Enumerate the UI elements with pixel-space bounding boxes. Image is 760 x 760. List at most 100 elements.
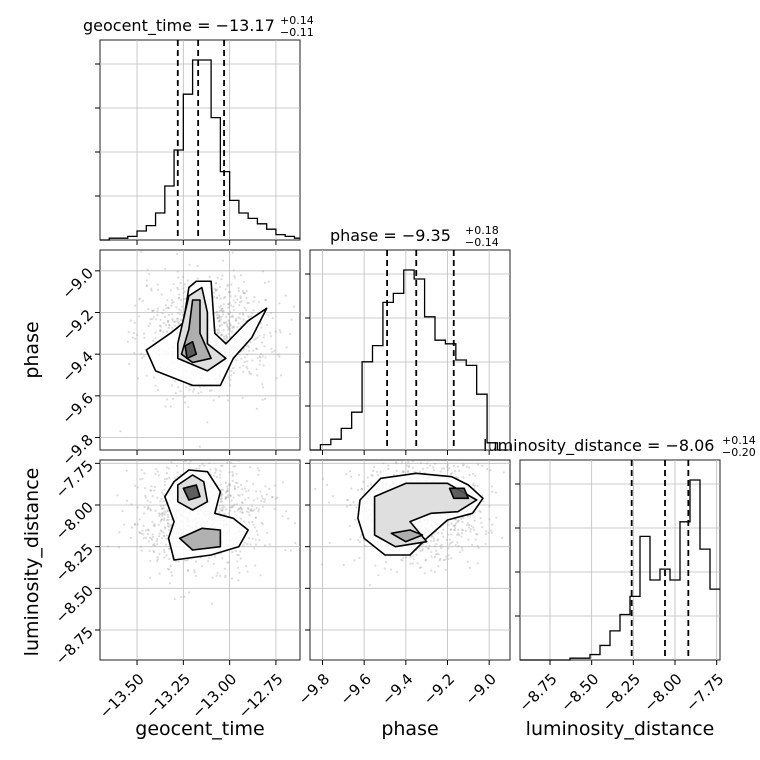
sample-point bbox=[261, 270, 265, 273]
sample-point bbox=[133, 484, 137, 487]
sample-point bbox=[470, 524, 473, 527]
sample-point bbox=[177, 276, 180, 279]
sample-point bbox=[477, 546, 480, 550]
sample-point bbox=[281, 481, 285, 484]
sample-point bbox=[273, 507, 276, 511]
sample-point bbox=[179, 390, 182, 393]
sample-point bbox=[232, 305, 235, 308]
panel-hist-phase bbox=[305, 249, 511, 455]
sample-point bbox=[176, 317, 180, 320]
sample-point bbox=[220, 497, 223, 500]
y-tick-label-luminosity_distance-1: −8.50 bbox=[52, 582, 97, 627]
sample-point bbox=[186, 569, 190, 573]
sample-point bbox=[246, 506, 250, 510]
sample-point bbox=[178, 313, 182, 316]
hist-step-geocent_time bbox=[100, 59, 300, 241]
sample-point bbox=[221, 274, 224, 277]
sample-point bbox=[265, 493, 268, 496]
sample-point bbox=[156, 556, 159, 559]
sample-point bbox=[159, 529, 163, 532]
sample-point bbox=[233, 503, 236, 506]
sample-point bbox=[398, 431, 400, 433]
sample-point bbox=[468, 523, 471, 527]
sample-point bbox=[254, 516, 257, 519]
sample-point bbox=[249, 543, 252, 546]
sample-point bbox=[207, 454, 209, 456]
sample-point bbox=[187, 460, 190, 461]
sample-point bbox=[242, 370, 245, 373]
sample-point bbox=[369, 456, 371, 458]
sample-point bbox=[264, 298, 267, 301]
y-tick-labels: −9.8−9.6−9.4−9.2−9.0−8.75−8.50−8.25−8.00… bbox=[52, 264, 97, 668]
sample-point bbox=[136, 377, 140, 380]
sample-point bbox=[167, 320, 170, 323]
sample-point bbox=[432, 539, 436, 543]
sample-point bbox=[159, 325, 162, 328]
sample-point bbox=[141, 299, 144, 302]
sample-point bbox=[133, 522, 137, 525]
sample-point bbox=[218, 309, 221, 313]
sample-point bbox=[373, 465, 376, 469]
sample-point bbox=[220, 488, 223, 491]
sample-point bbox=[332, 494, 335, 498]
sample-point bbox=[257, 469, 261, 472]
sample-point bbox=[226, 394, 229, 397]
sample-point bbox=[168, 323, 171, 327]
sample-point bbox=[271, 495, 274, 499]
sample-point bbox=[153, 542, 156, 546]
sample-point bbox=[410, 454, 412, 456]
sample-point bbox=[384, 561, 388, 564]
sample-point bbox=[490, 531, 494, 534]
sample-point bbox=[402, 471, 406, 474]
sample-point bbox=[234, 317, 238, 320]
sample-point bbox=[157, 474, 161, 477]
sample-point bbox=[182, 291, 185, 295]
sample-point bbox=[489, 529, 493, 532]
sample-point bbox=[225, 497, 228, 500]
sample-point bbox=[461, 529, 464, 532]
sample-point bbox=[246, 367, 249, 370]
sample-point bbox=[165, 466, 169, 469]
sample-point bbox=[140, 356, 144, 360]
sample-point bbox=[193, 388, 196, 391]
sample-point bbox=[201, 463, 204, 466]
sample-point bbox=[257, 473, 260, 476]
sample-point bbox=[162, 535, 166, 538]
sample-point bbox=[259, 356, 262, 359]
sample-point bbox=[488, 518, 491, 521]
sample-point bbox=[436, 552, 439, 555]
sample-point bbox=[265, 323, 269, 327]
sample-point bbox=[220, 464, 223, 467]
sample-point bbox=[149, 287, 153, 290]
sample-point bbox=[461, 520, 464, 524]
sample-point bbox=[447, 557, 450, 561]
sample-point bbox=[453, 524, 457, 527]
sample-point bbox=[160, 293, 163, 296]
sample-point bbox=[276, 496, 279, 499]
sample-point bbox=[451, 472, 454, 475]
sample-point bbox=[252, 523, 255, 526]
sample-point bbox=[237, 289, 240, 293]
sample-point bbox=[348, 470, 352, 473]
sample-point bbox=[430, 535, 433, 538]
sample-point bbox=[454, 543, 457, 547]
sample-point bbox=[395, 462, 398, 465]
sample-point bbox=[159, 329, 162, 332]
sample-point bbox=[225, 495, 228, 499]
sample-point bbox=[221, 493, 224, 496]
sample-point bbox=[161, 507, 164, 510]
sample-point bbox=[405, 556, 408, 559]
sample-point bbox=[133, 351, 136, 355]
sample-point bbox=[176, 322, 180, 325]
sample-point bbox=[360, 533, 363, 536]
sample-point bbox=[222, 303, 225, 306]
sample-point bbox=[196, 264, 199, 268]
sample-point bbox=[206, 421, 209, 424]
sample-point bbox=[223, 337, 226, 340]
sample-point bbox=[449, 541, 452, 545]
sample-point bbox=[215, 282, 218, 285]
sample-point bbox=[245, 510, 249, 513]
sample-point bbox=[218, 395, 221, 398]
sample-point bbox=[432, 537, 436, 540]
sample-point bbox=[127, 331, 130, 334]
